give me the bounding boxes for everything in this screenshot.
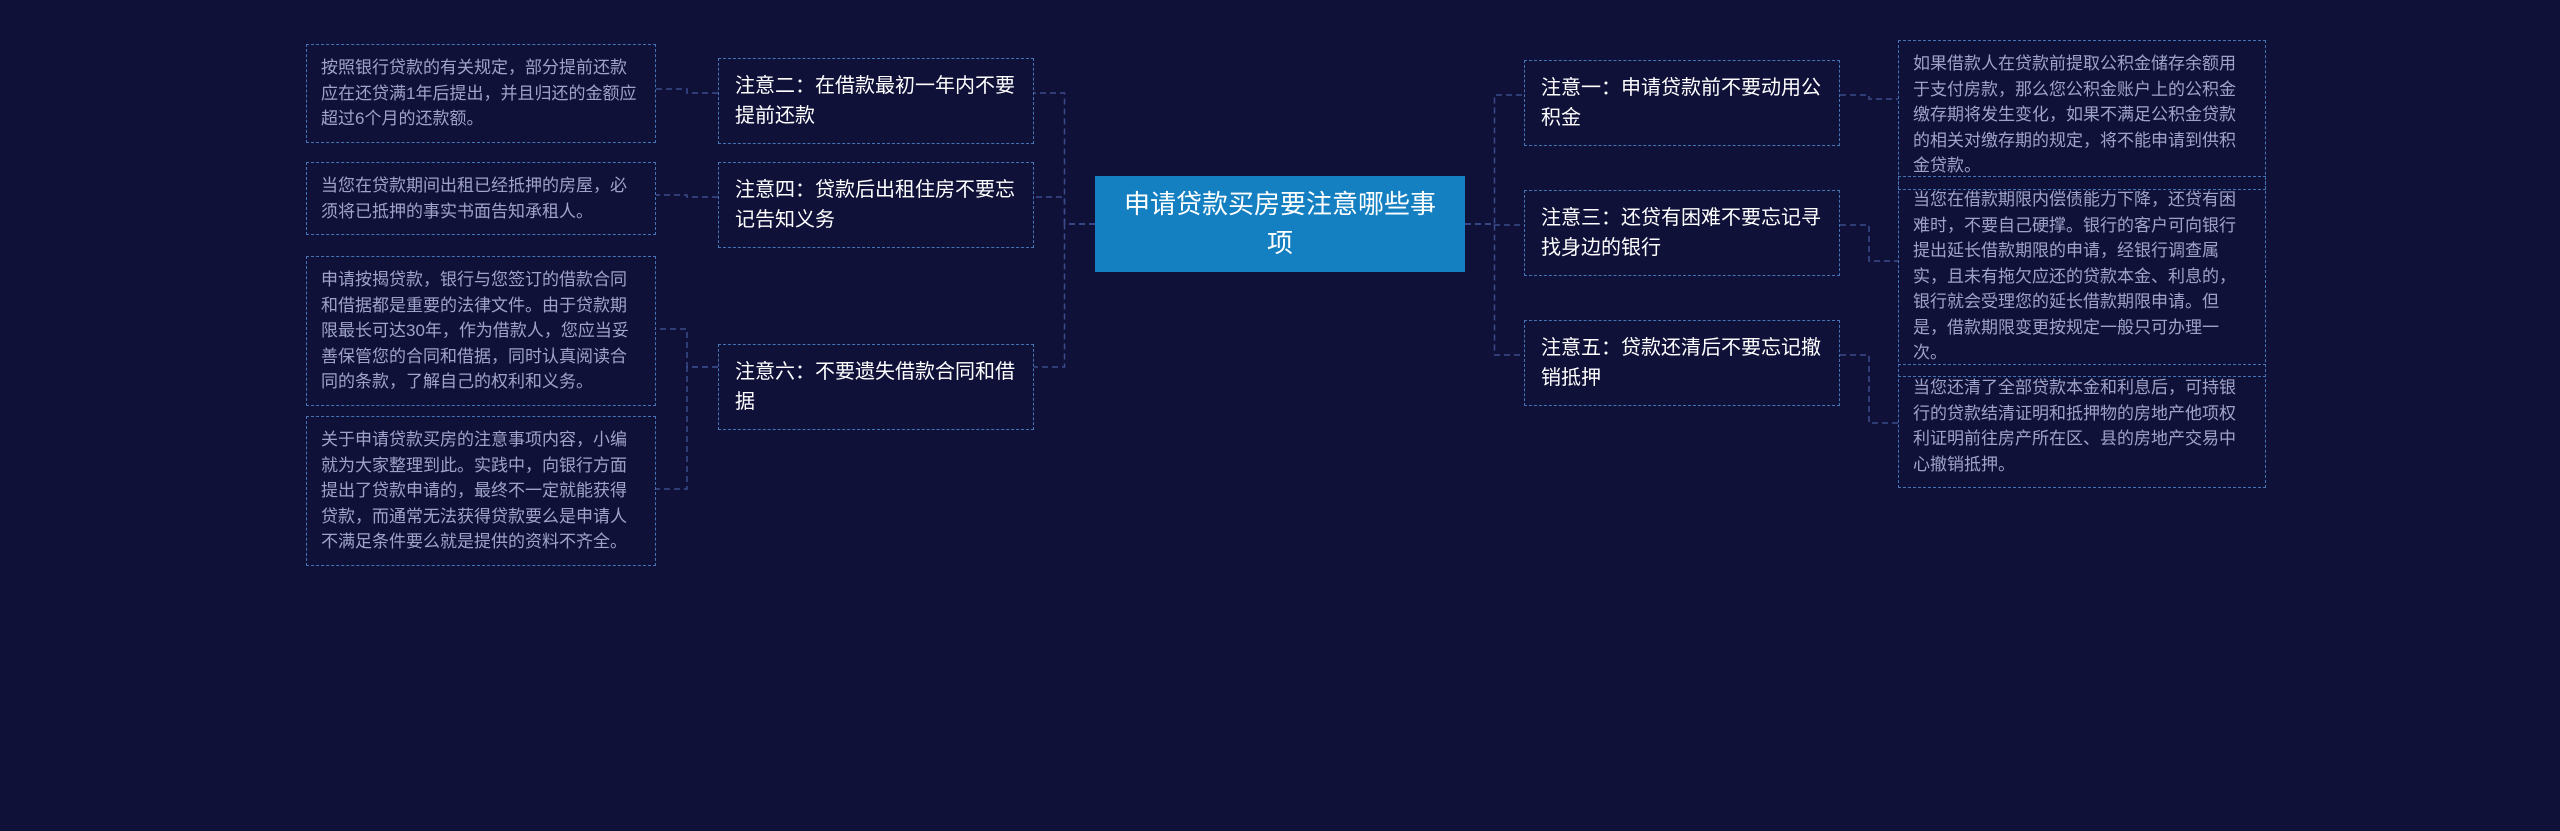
- branch-node: 注意六：不要遗失借款合同和借据: [718, 344, 1034, 430]
- leaf-node: 当您在贷款期间出租已经抵押的房屋，必须将已抵押的事实书面告知承租人。: [306, 162, 656, 235]
- center-node: 申请贷款买房要注意哪些事项: [1095, 176, 1465, 272]
- branch-node: 注意三：还贷有困难不要忘记寻找身边的银行: [1524, 190, 1840, 276]
- branch-node: 注意一：申请贷款前不要动用公积金: [1524, 60, 1840, 146]
- branch-node: 注意二：在借款最初一年内不要提前还款: [718, 58, 1034, 144]
- branch-node: 注意五：贷款还清后不要忘记撤销抵押: [1524, 320, 1840, 406]
- leaf-node: 当您在借款期限内偿债能力下降，还贷有困难时，不要自己硬撑。银行的客户可向银行提出…: [1898, 176, 2266, 377]
- leaf-node: 当您还清了全部贷款本金和利息后，可持银行的贷款结清证明和抵押物的房地产他项权利证…: [1898, 364, 2266, 488]
- leaf-node: 按照银行贷款的有关规定，部分提前还款应在还贷满1年后提出，并且归还的金额应超过6…: [306, 44, 656, 143]
- leaf-node: 申请按揭贷款，银行与您签订的借款合同和借据都是重要的法律文件。由于贷款期限最长可…: [306, 256, 656, 406]
- branch-node: 注意四：贷款后出租住房不要忘记告知义务: [718, 162, 1034, 248]
- leaf-node: 如果借款人在贷款前提取公积金储存余额用于支付房款，那么您公积金账户上的公积金缴存…: [1898, 40, 2266, 190]
- leaf-node: 关于申请贷款买房的注意事项内容，小编就为大家整理到此。实践中，向银行方面提出了贷…: [306, 416, 656, 566]
